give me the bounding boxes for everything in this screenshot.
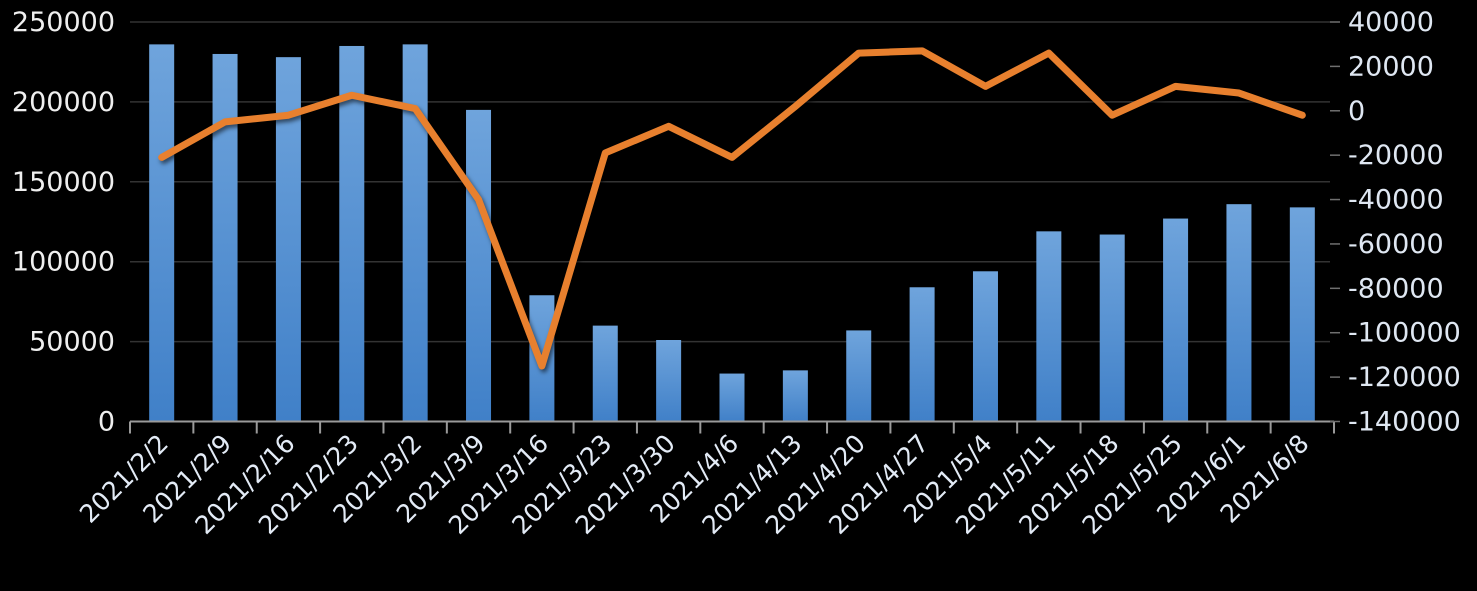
right-axis-tick-label: -60000 bbox=[1348, 229, 1444, 260]
bar bbox=[972, 271, 998, 422]
x-axis-labels: 2021/2/22021/2/92021/2/162021/2/232021/3… bbox=[74, 429, 1315, 540]
right-axis-tick-label: -40000 bbox=[1348, 185, 1444, 216]
bar bbox=[846, 330, 872, 422]
right-axis-tick-label: 20000 bbox=[1348, 51, 1434, 82]
bar bbox=[782, 370, 808, 422]
left-axis-tick-label: 200000 bbox=[12, 87, 115, 118]
bar bbox=[1226, 204, 1252, 422]
right-axis-tick-label: -20000 bbox=[1348, 140, 1444, 171]
gridlines bbox=[130, 21, 1330, 343]
left-axis-tick-label: 0 bbox=[98, 407, 115, 438]
left-axis-tick-label: 50000 bbox=[29, 327, 115, 358]
axes bbox=[129, 21, 1340, 434]
bar bbox=[402, 44, 428, 422]
right-axis-tick-label: -140000 bbox=[1348, 407, 1461, 438]
bar bbox=[212, 53, 238, 422]
right-axis-tick-label: -100000 bbox=[1348, 318, 1461, 349]
line-series bbox=[158, 47, 1306, 370]
bar bbox=[149, 44, 175, 422]
bar bbox=[1163, 218, 1189, 422]
bar bbox=[339, 45, 365, 422]
bar bbox=[719, 373, 745, 422]
right-axis-tick-label: -80000 bbox=[1348, 273, 1444, 304]
right-axis-tick-label: 0 bbox=[1348, 96, 1365, 127]
line-path bbox=[158, 47, 1306, 370]
left-axis-tick-label: 150000 bbox=[12, 167, 115, 198]
bar bbox=[1036, 231, 1062, 422]
right-axis-labels: 40000 20000 0 -20000 -40000 -60000 -80000 -1000… bbox=[1348, 7, 1461, 438]
bar bbox=[466, 109, 492, 422]
right-axis-tick-label: 40000 bbox=[1348, 7, 1434, 38]
bar bbox=[909, 287, 935, 422]
bar bbox=[1289, 207, 1315, 422]
right-axis-tick-label: -120000 bbox=[1348, 362, 1461, 393]
left-axis-tick-label: 250000 bbox=[12, 7, 115, 38]
left-axis-tick-label: 100000 bbox=[12, 247, 115, 278]
bar bbox=[656, 340, 682, 422]
bar bbox=[592, 325, 618, 422]
left-axis-labels: 250000 200000 150000 100000 50000 0 bbox=[12, 7, 115, 438]
bar bbox=[1099, 234, 1125, 422]
